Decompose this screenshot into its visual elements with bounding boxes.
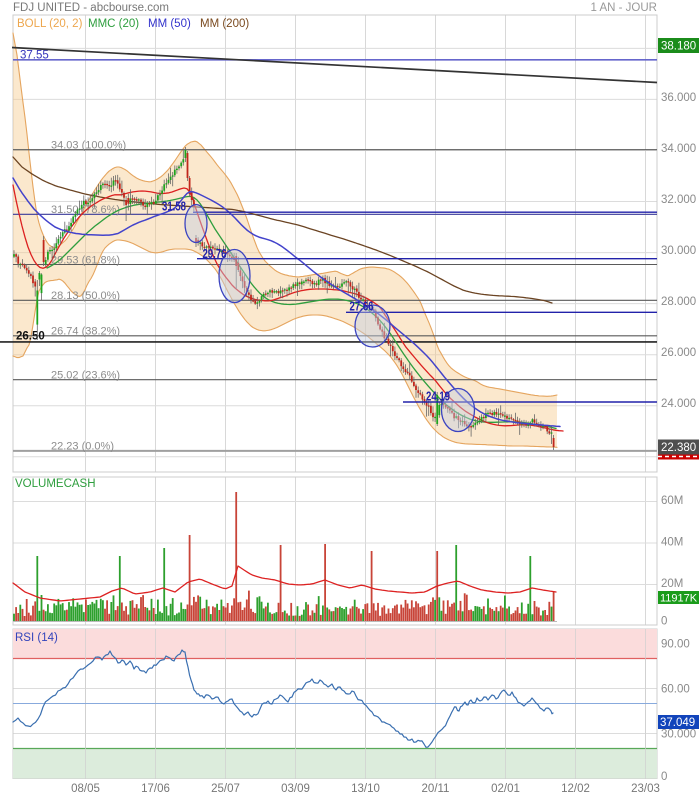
svg-text:VOLUMECASH: VOLUMECASH <box>15 478 96 490</box>
svg-text:36.000: 36.000 <box>661 92 696 104</box>
svg-text:34.03 (100.0%): 34.03 (100.0%) <box>51 140 126 152</box>
svg-text:24.19: 24.19 <box>426 390 450 404</box>
svg-text:03/09: 03/09 <box>281 783 310 795</box>
svg-text:RSI (14): RSI (14) <box>15 632 58 644</box>
svg-text:17/06: 17/06 <box>141 783 170 795</box>
svg-text:29.53 (61.8%): 29.53 (61.8%) <box>51 254 120 266</box>
svg-text:20/11: 20/11 <box>422 783 450 795</box>
svg-text:28.13 (50.0%): 28.13 (50.0%) <box>51 290 120 302</box>
svg-text:29.76: 29.76 <box>203 247 227 261</box>
svg-text:FDJ UNITED - abcbourse.com: FDJ UNITED - abcbourse.com <box>13 2 169 14</box>
svg-text:13/10: 13/10 <box>351 783 380 795</box>
svg-text:0: 0 <box>661 771 667 783</box>
svg-text:30.000: 30.000 <box>661 245 696 257</box>
svg-text:40M: 40M <box>661 537 683 549</box>
svg-text:22.380: 22.380 <box>661 442 696 454</box>
svg-text:38.180: 38.180 <box>661 41 696 53</box>
svg-text:23/03: 23/03 <box>631 783 660 795</box>
svg-text:37.55: 37.55 <box>20 50 49 62</box>
svg-text:26.000: 26.000 <box>661 347 696 359</box>
svg-text:1 AN - JOUR: 1 AN - JOUR <box>591 2 657 14</box>
svg-text:28.000: 28.000 <box>661 296 696 308</box>
svg-text:12/02: 12/02 <box>561 783 590 795</box>
svg-text:25/07: 25/07 <box>211 783 240 795</box>
svg-text:37.049: 37.049 <box>660 717 695 729</box>
svg-text:08/05: 08/05 <box>71 783 100 795</box>
svg-text:34.000: 34.000 <box>661 143 696 155</box>
svg-text:31.58: 31.58 <box>162 200 186 214</box>
svg-text:25.02 (23.6%): 25.02 (23.6%) <box>51 370 120 382</box>
svg-text:26.74 (38.2%): 26.74 (38.2%) <box>51 326 120 338</box>
svg-text:22.23 (0.0%): 22.23 (0.0%) <box>51 441 114 453</box>
svg-text:90.00: 90.00 <box>661 639 690 651</box>
svg-text:20M: 20M <box>661 578 683 590</box>
svg-text:24.000: 24.000 <box>661 398 696 410</box>
svg-text:MM (200): MM (200) <box>200 18 249 30</box>
svg-text:BOLL (20, 2): BOLL (20, 2) <box>17 18 83 30</box>
svg-text:60.00: 60.00 <box>661 684 690 696</box>
svg-text:MMC (20): MMC (20) <box>88 18 139 30</box>
svg-text:0: 0 <box>661 616 667 628</box>
svg-text:MM (50): MM (50) <box>148 18 191 30</box>
svg-text:11917K: 11917K <box>660 593 698 605</box>
svg-text:02/01: 02/01 <box>491 783 520 795</box>
svg-text:30.000: 30.000 <box>661 729 696 741</box>
svg-text:60M: 60M <box>661 495 683 507</box>
svg-text:26.50: 26.50 <box>16 330 45 342</box>
svg-text:27.66: 27.66 <box>350 300 374 314</box>
svg-text:32.000: 32.000 <box>661 194 696 206</box>
